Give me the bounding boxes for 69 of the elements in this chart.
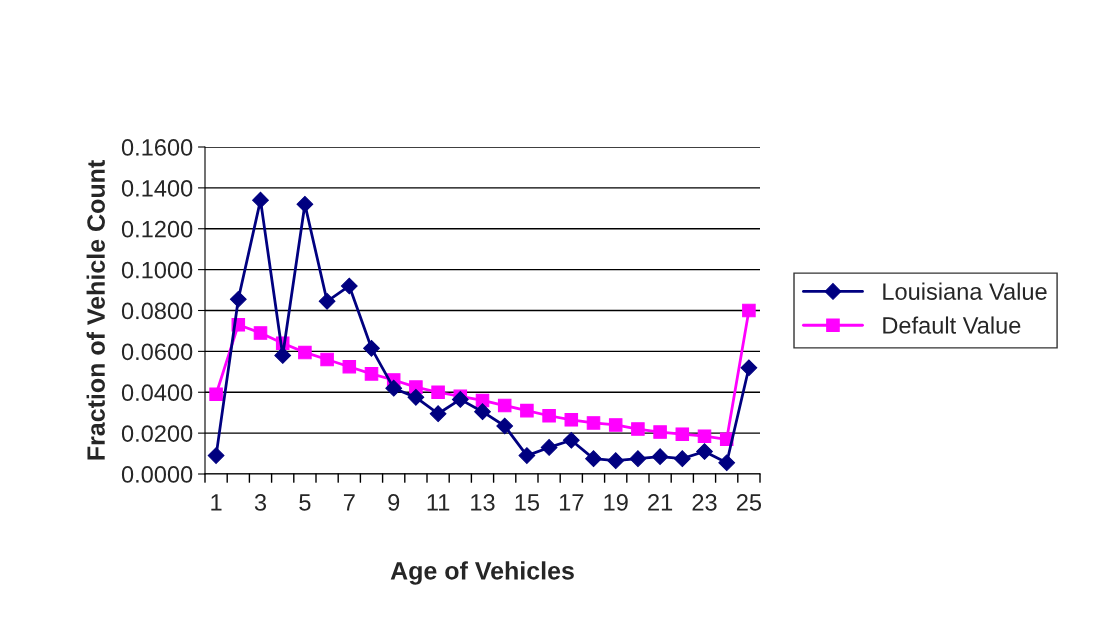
x-tick-label: 5 (299, 494, 311, 511)
point (718, 454, 736, 472)
point (252, 191, 269, 209)
x-tick-label: 1 (211, 494, 222, 511)
x-tick-label: 13 (471, 494, 495, 511)
legend-label: Louisiana Value (883, 282, 1047, 300)
y-tick-label: 0.1000 (121, 261, 193, 279)
point (474, 403, 491, 421)
point (229, 290, 247, 308)
point (607, 452, 625, 470)
point (697, 429, 712, 443)
point (363, 339, 380, 357)
y-tick-label: 0.0800 (121, 302, 193, 320)
y-tick-label: 0.1200 (121, 220, 193, 238)
point (520, 403, 534, 418)
point (564, 413, 579, 427)
point (340, 277, 358, 295)
point (540, 439, 558, 456)
legend-label: Default Value (883, 316, 1021, 334)
point (407, 388, 425, 406)
y-tick-label: 0.0400 (121, 384, 193, 402)
point (274, 347, 292, 364)
x-tick-label: 19 (604, 494, 628, 511)
point (653, 425, 667, 439)
point (651, 448, 669, 465)
point (320, 352, 334, 367)
point (429, 405, 447, 423)
point (497, 398, 512, 413)
point (296, 195, 314, 213)
point (740, 359, 758, 377)
point (364, 367, 379, 381)
point (431, 385, 445, 400)
x-tick-label: 17 (559, 494, 584, 511)
y-axis-title: Fraction of Vehicle Count (86, 160, 105, 460)
point (451, 391, 469, 408)
y-tick-label: 0.1600 (121, 139, 193, 156)
point (585, 450, 602, 468)
y-tick-label: 0.0600 (121, 343, 193, 361)
x-tick-label: 11 (427, 494, 450, 511)
x-tick-label: 21 (648, 494, 673, 511)
point (586, 416, 601, 430)
point (562, 431, 580, 449)
point (542, 408, 556, 423)
x-tick-label: 3 (254, 494, 267, 511)
point (629, 450, 647, 468)
x-tick-label: 9 (388, 494, 400, 511)
x-tick-label: 15 (515, 494, 540, 511)
point (675, 427, 690, 441)
x-axis-title: Age of Vehicles (390, 561, 574, 585)
x-tick-label: 7 (343, 494, 355, 511)
point (342, 359, 357, 374)
point (518, 447, 536, 464)
point (673, 450, 691, 468)
point (742, 303, 756, 318)
point (696, 443, 713, 460)
point (207, 447, 225, 464)
point (631, 422, 645, 436)
point (608, 418, 623, 432)
y-tick-label: 0.0200 (121, 425, 193, 442)
x-tick-label: 23 (692, 494, 717, 511)
point (385, 379, 403, 397)
x-tick-label: 25 (736, 494, 762, 511)
y-tick-label: 0.1400 (121, 179, 193, 197)
point (496, 417, 514, 435)
point (209, 387, 223, 402)
y-tick-label: 0.0000 (121, 466, 193, 483)
point (253, 326, 268, 340)
point (298, 345, 312, 360)
point (318, 292, 336, 310)
